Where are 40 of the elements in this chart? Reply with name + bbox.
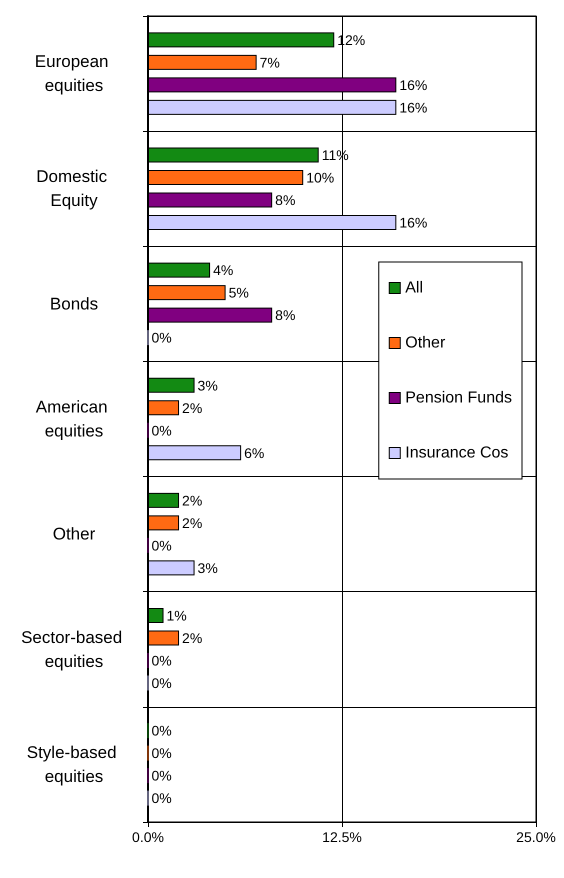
data-label: 0% — [152, 422, 172, 438]
data-label: 4% — [213, 262, 234, 278]
y-tick-label: Style-based equities — [26, 742, 122, 786]
data-label: 5% — [228, 284, 249, 301]
data-label: 0% — [152, 652, 172, 669]
data-label: 0% — [152, 745, 172, 762]
legend-label: Other — [405, 334, 446, 352]
data-label: 0% — [152, 722, 172, 739]
y-tick-label: American equities — [36, 398, 112, 440]
y-tick-label: Domestic Equity — [36, 167, 112, 210]
x-tick-label: 12.5% — [322, 829, 362, 845]
data-label: 3% — [198, 560, 218, 576]
x-tick-label: 0.0% — [132, 829, 164, 845]
legend-label: Pension Funds — [405, 390, 512, 406]
data-label: 7% — [260, 54, 280, 70]
y-tick-label: Bonds — [50, 294, 98, 314]
data-label: 10% — [306, 169, 334, 186]
data-label: 8% — [275, 192, 296, 208]
data-label: 0% — [152, 330, 172, 346]
x-tick-label: 25.0% — [516, 829, 556, 845]
legend-label: Insurance Cos — [405, 444, 508, 462]
data-label: 2% — [182, 514, 202, 531]
y-tick-label: Other — [52, 524, 96, 544]
data-label: 16% — [399, 214, 428, 230]
data-label: 0% — [152, 768, 172, 784]
data-label: 1% — [166, 608, 187, 624]
data-label: 0% — [152, 790, 172, 806]
y-tick-label: Sector-based equities — [21, 628, 127, 671]
data-label: 3% — [198, 377, 218, 394]
data-label: 16% — [399, 99, 428, 116]
data-label: 8% — [275, 307, 296, 324]
data-label: 2% — [182, 630, 202, 646]
data-label: 16% — [399, 76, 428, 93]
legend-label: All — [405, 280, 424, 296]
data-label: 0% — [152, 537, 172, 554]
y-tick-label: European equities — [34, 52, 114, 96]
data-label: 6% — [244, 444, 264, 461]
data-label: 2% — [182, 492, 202, 508]
data-label: 0% — [152, 675, 172, 692]
data-label: 2% — [182, 400, 202, 416]
